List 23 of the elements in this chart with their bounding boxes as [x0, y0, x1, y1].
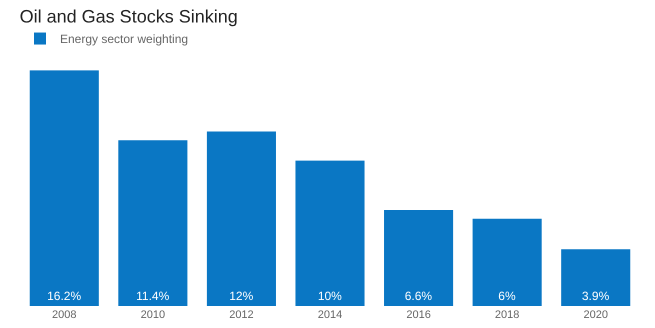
bar — [384, 210, 454, 306]
x-tick-label: 2018 — [494, 309, 520, 321]
data-label: 12% — [229, 289, 254, 303]
chart-title: Oil and Gas Stocks Sinking — [20, 6, 238, 26]
data-label: 11.4% — [136, 289, 170, 303]
x-tick-label: 2008 — [52, 309, 77, 321]
x-tick-label: 2016 — [406, 309, 431, 321]
data-label: 3.9% — [582, 289, 610, 303]
bar — [30, 70, 99, 306]
x-tick-label: 2010 — [140, 309, 166, 321]
data-label: 6% — [498, 289, 516, 303]
bar — [118, 140, 188, 306]
x-tick-label: 2012 — [229, 309, 254, 321]
bar — [295, 160, 365, 306]
bar — [561, 249, 630, 306]
data-label: 16.2% — [47, 289, 82, 303]
data-label: 10% — [318, 289, 342, 303]
data-label: 6.6% — [404, 289, 432, 303]
bar — [206, 131, 276, 306]
bar — [472, 218, 542, 306]
legend-label: Energy sector weighting — [60, 32, 188, 46]
x-tick-label: 2014 — [318, 309, 342, 321]
x-tick-label: 2020 — [583, 309, 608, 321]
